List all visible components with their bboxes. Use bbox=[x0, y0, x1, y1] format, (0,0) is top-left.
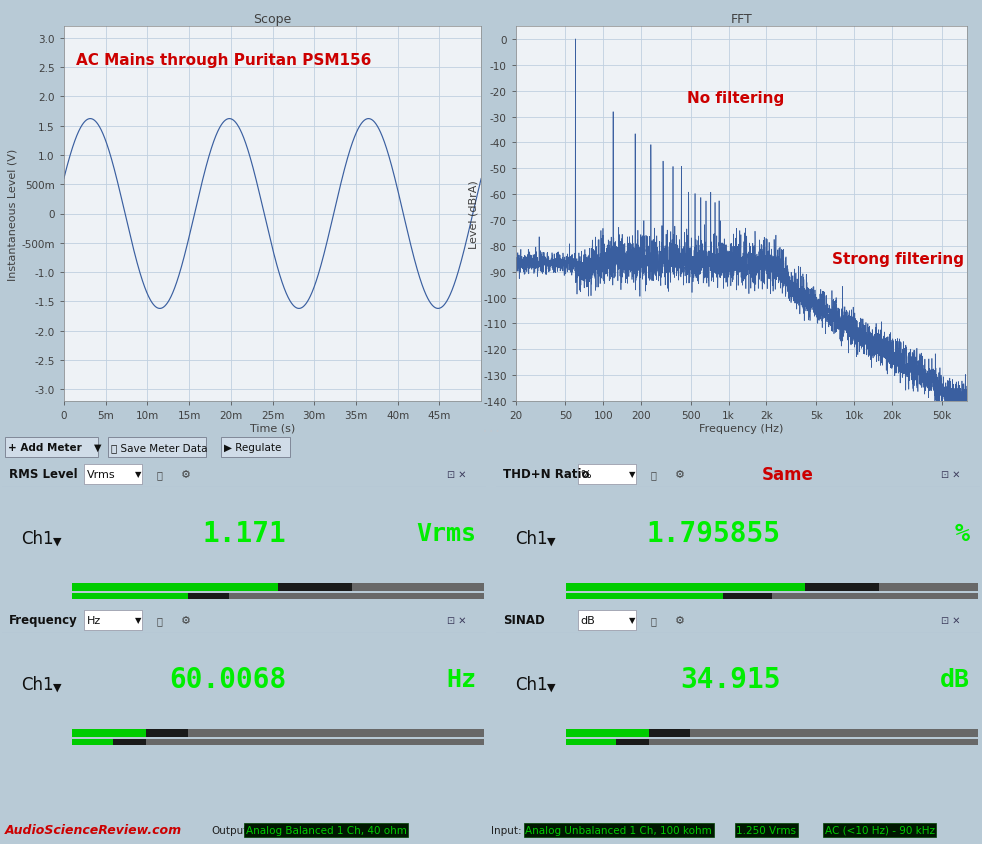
Text: Frequency: Frequency bbox=[9, 614, 78, 627]
Text: ▼: ▼ bbox=[629, 616, 635, 625]
Text: %: % bbox=[580, 469, 591, 479]
Bar bbox=[879, 583, 978, 592]
Text: ▼: ▼ bbox=[629, 470, 635, 479]
Bar bbox=[72, 583, 278, 592]
Text: 📊: 📊 bbox=[157, 615, 163, 625]
Bar bbox=[723, 593, 772, 599]
Text: %: % bbox=[955, 522, 970, 545]
Title: Scope: Scope bbox=[253, 13, 292, 26]
Bar bbox=[72, 593, 188, 599]
Bar bbox=[146, 739, 484, 745]
Bar bbox=[578, 610, 636, 630]
Text: ▼: ▼ bbox=[547, 536, 555, 546]
Text: RMS Level: RMS Level bbox=[9, 468, 78, 481]
Bar bbox=[229, 593, 484, 599]
Text: ⚙: ⚙ bbox=[181, 615, 191, 625]
Bar bbox=[353, 583, 484, 592]
Text: 📊: 📊 bbox=[651, 615, 657, 625]
Text: Ch1: Ch1 bbox=[516, 529, 548, 548]
Bar bbox=[188, 593, 229, 599]
Text: Output:: Output: bbox=[211, 825, 251, 835]
Text: ▼: ▼ bbox=[53, 536, 61, 546]
Bar bbox=[772, 593, 978, 599]
Text: ▼: ▼ bbox=[53, 682, 61, 692]
Bar bbox=[84, 464, 142, 484]
Bar bbox=[566, 729, 648, 737]
Bar bbox=[5, 438, 98, 457]
Bar bbox=[146, 729, 188, 737]
Bar bbox=[648, 739, 978, 745]
Bar bbox=[113, 739, 146, 745]
Text: 📊: 📊 bbox=[651, 469, 657, 479]
Text: ▼: ▼ bbox=[136, 616, 141, 625]
X-axis label: Frequency (Hz): Frequency (Hz) bbox=[699, 424, 784, 433]
Bar bbox=[566, 583, 805, 592]
Text: Ch1: Ch1 bbox=[22, 675, 54, 693]
Text: 1.171: 1.171 bbox=[202, 519, 287, 548]
Bar bbox=[72, 729, 146, 737]
Text: ⊡ ✕: ⊡ ✕ bbox=[448, 615, 466, 625]
Text: 60.0068: 60.0068 bbox=[169, 665, 287, 693]
Text: ⚙: ⚙ bbox=[675, 615, 685, 625]
Text: Hz: Hz bbox=[446, 668, 476, 691]
Y-axis label: Instantaneous Level (V): Instantaneous Level (V) bbox=[7, 149, 17, 280]
Text: Vrms: Vrms bbox=[86, 469, 115, 479]
Bar bbox=[689, 729, 978, 737]
Text: ⊡ ✕: ⊡ ✕ bbox=[942, 469, 960, 479]
Text: AudioScienceReview.com: AudioScienceReview.com bbox=[5, 824, 182, 836]
Bar bbox=[84, 610, 142, 630]
Text: Analog Unbalanced 1 Ch, 100 kohm: Analog Unbalanced 1 Ch, 100 kohm bbox=[525, 825, 712, 835]
Text: AC Mains through Puritan PSM156: AC Mains through Puritan PSM156 bbox=[77, 53, 372, 68]
Text: 34.915: 34.915 bbox=[680, 665, 781, 693]
Bar bbox=[578, 464, 636, 484]
Text: SINAD: SINAD bbox=[503, 614, 545, 627]
Bar bbox=[566, 593, 723, 599]
Bar bbox=[648, 729, 689, 737]
X-axis label: Time (s): Time (s) bbox=[249, 424, 296, 433]
Y-axis label: Level (dBrA): Level (dBrA) bbox=[468, 180, 479, 249]
Text: dB: dB bbox=[580, 615, 595, 625]
Bar bbox=[616, 739, 648, 745]
Bar bbox=[566, 739, 616, 745]
Text: 📊: 📊 bbox=[157, 469, 163, 479]
Text: Analog Balanced 1 Ch, 40 ohm: Analog Balanced 1 Ch, 40 ohm bbox=[246, 825, 407, 835]
Text: + Add Meter: + Add Meter bbox=[8, 442, 82, 452]
Text: Strong filtering: Strong filtering bbox=[832, 252, 963, 267]
Text: Input:: Input: bbox=[491, 825, 521, 835]
Text: No filtering: No filtering bbox=[687, 90, 785, 106]
Text: ⚙: ⚙ bbox=[181, 469, 191, 479]
Text: ⬛ Save Meter Data: ⬛ Save Meter Data bbox=[111, 442, 207, 452]
Text: ⊡ ✕: ⊡ ✕ bbox=[942, 615, 960, 625]
Text: ▶ Regulate: ▶ Regulate bbox=[224, 442, 281, 452]
Text: Vrms: Vrms bbox=[416, 522, 476, 545]
Bar bbox=[221, 438, 290, 457]
Bar bbox=[805, 583, 879, 592]
Bar bbox=[108, 438, 206, 457]
Text: Hz: Hz bbox=[86, 615, 101, 625]
Text: ▼: ▼ bbox=[547, 682, 555, 692]
Text: ▼: ▼ bbox=[136, 470, 141, 479]
Text: • • •: • • • bbox=[483, 429, 499, 435]
Text: dB: dB bbox=[940, 668, 970, 691]
Text: 1.250 Vrms: 1.250 Vrms bbox=[736, 825, 796, 835]
Text: Ch1: Ch1 bbox=[516, 675, 548, 693]
Text: AC (<10 Hz) - 90 kHz: AC (<10 Hz) - 90 kHz bbox=[825, 825, 935, 835]
Bar bbox=[278, 583, 353, 592]
Text: THD+N Ratio: THD+N Ratio bbox=[503, 468, 589, 481]
Text: Same: Same bbox=[762, 465, 814, 484]
Text: ⊡ ✕: ⊡ ✕ bbox=[448, 469, 466, 479]
Bar bbox=[188, 729, 484, 737]
Text: ▼: ▼ bbox=[94, 442, 102, 452]
Bar bbox=[72, 739, 113, 745]
Title: FFT: FFT bbox=[731, 13, 752, 26]
Text: ⚙: ⚙ bbox=[675, 469, 685, 479]
Text: Ch1: Ch1 bbox=[22, 529, 54, 548]
Text: 1.795855: 1.795855 bbox=[646, 519, 781, 548]
